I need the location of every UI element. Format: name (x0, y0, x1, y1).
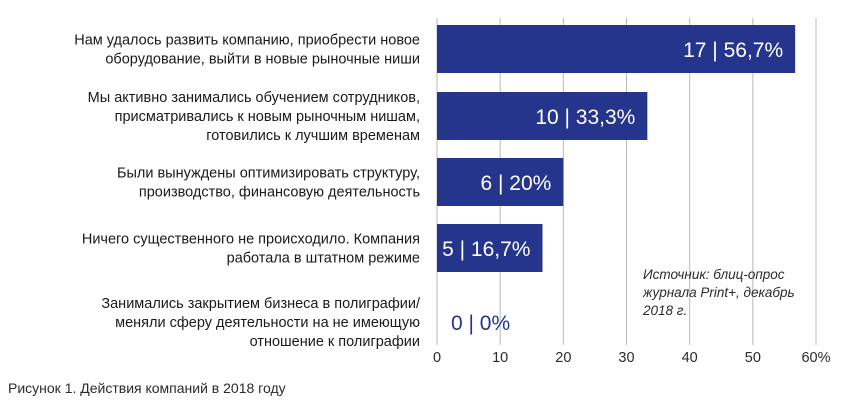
x-tick-label: 60% (801, 350, 830, 366)
bar (437, 158, 564, 206)
bar-data-label: 0 | 0% (451, 312, 510, 335)
source-note-text: Источник: блиц-опрос журнала Print+, дека… (642, 267, 795, 318)
bars: 17 | 56,7% 10 | 33,3% 6 | 20% 5 | 16,7% 0 | … (437, 25, 796, 335)
x-tick-label: 20 (555, 350, 571, 366)
bar (437, 25, 796, 73)
bar-data-label: 5 | 16,7% (442, 238, 530, 261)
figure-caption: Рисунок 1. Действия компаний в 2018 году (8, 380, 286, 396)
bar (437, 92, 648, 140)
bar-data-label: 10 | 33,3% (535, 106, 635, 129)
bar (437, 224, 543, 272)
category-label: Занимались закрытием бизнеса в полиграфи… (101, 296, 421, 350)
x-tick-label: 30 (618, 350, 634, 366)
bar-data-label: 17 | 56,7% (683, 39, 783, 62)
category-label: Нам удалось развить компанию, приобрести… (74, 33, 420, 68)
x-tick-label: 40 (682, 350, 698, 366)
bar-chart: 17 | 56,7% 10 | 33,3% 6 | 20% 5 | 16,7% 0 | … (74, 18, 831, 366)
category-label: Ничего существенного не происходило. Ком… (82, 232, 420, 267)
category-labels: Нам удалось развить компанию, приобрести… (74, 33, 421, 351)
bar-data-label: 6 | 20% (480, 172, 551, 195)
x-axis-ticks: 0 10 20 30 40 50 60% (433, 350, 831, 366)
category-label: Были вынуждены оптимизировать структуру,… (117, 166, 420, 201)
x-tick-label: 50 (745, 350, 761, 366)
x-tick-label: 10 (492, 350, 508, 366)
source-note: Источник: блиц-опрос журнала Print+, дека… (642, 267, 795, 318)
x-tick-label: 0 (433, 350, 441, 366)
category-label: Мы активно занимались обучением сотрудни… (88, 90, 420, 144)
